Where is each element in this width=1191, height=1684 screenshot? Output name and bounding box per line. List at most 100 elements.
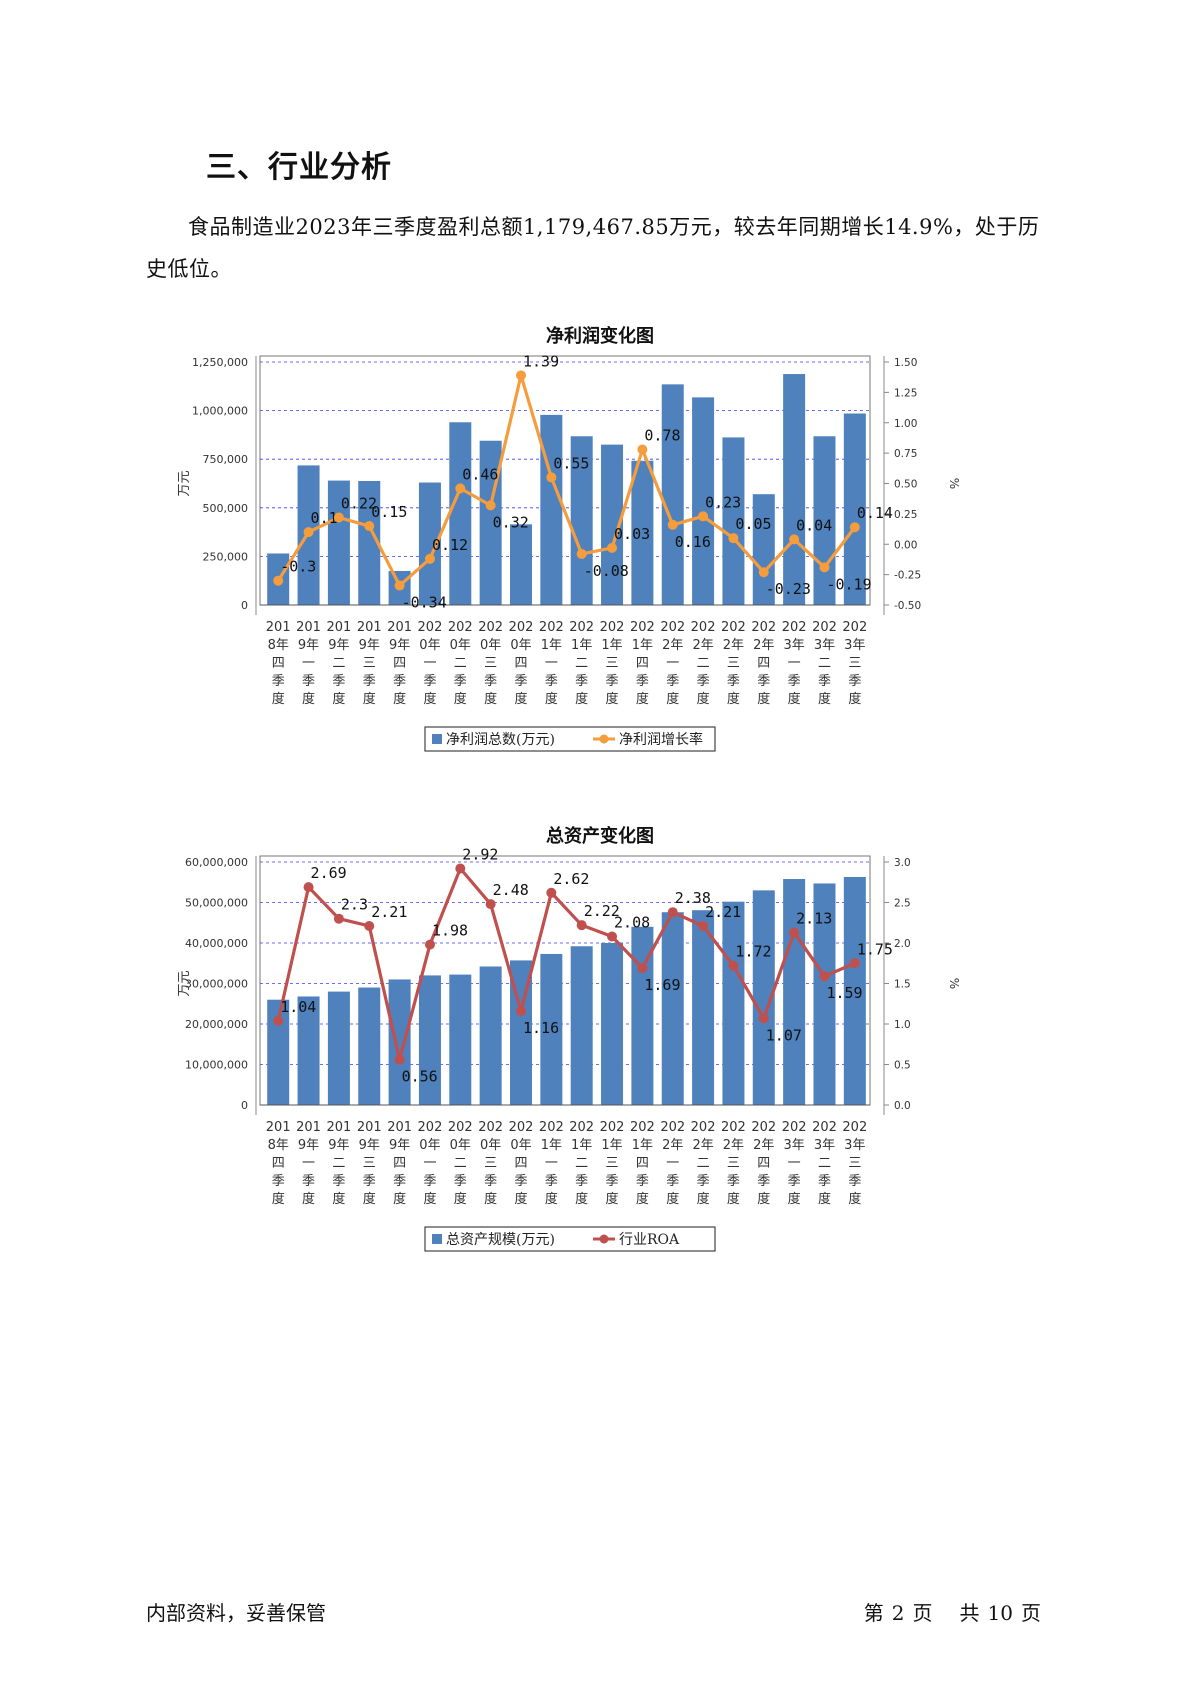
bar: [327, 991, 350, 1105]
x-tick-text: 202: [660, 620, 685, 635]
x-tick-text: 度: [606, 691, 619, 707]
summary-paragraph: 食品制造业2023年三季度盈利总额1,179,467.85万元，较去年同期增长1…: [146, 215, 1040, 281]
x-tick-text: 202: [539, 620, 564, 635]
data-label: 1.39: [523, 352, 559, 370]
bar: [631, 926, 654, 1105]
bar: [783, 374, 806, 605]
line-point: [758, 567, 769, 578]
x-tick-text: 202: [812, 1120, 837, 1135]
x-tick-text: 202: [478, 1120, 503, 1135]
data-label: 1.16: [523, 1019, 559, 1037]
bar: [570, 436, 593, 605]
line-point: [576, 920, 587, 931]
line-point: [455, 483, 466, 494]
x-tick-text: 三: [848, 656, 861, 671]
x-tick-text: 3年: [844, 638, 865, 653]
line-point: [273, 1015, 284, 1026]
data-label: 2.69: [311, 864, 347, 882]
x-tick-text: 度: [727, 691, 740, 707]
line-point: [637, 963, 648, 974]
y2-tick-label: 0.25: [894, 509, 917, 521]
x-tick-text: 201: [387, 1120, 412, 1135]
x-tick-text: 2年: [692, 638, 713, 653]
line-point: [546, 472, 557, 483]
page-unit: 页: [912, 1601, 933, 1625]
x-tick-text: 202: [691, 1120, 716, 1135]
x-tick-text: 季: [514, 674, 527, 689]
x-tick-text: 季: [484, 1174, 497, 1189]
x-tick-text: 一: [302, 656, 315, 671]
x-tick-text: 季: [636, 674, 649, 689]
x-tick-text: 度: [363, 1191, 376, 1207]
line-point: [728, 960, 739, 971]
data-label: 0.16: [675, 533, 711, 551]
x-tick-text: 202: [721, 620, 746, 635]
y2-tick-label: 2.0: [894, 938, 911, 950]
bar: [570, 946, 593, 1105]
y-tick-label: 1,000,000: [192, 405, 248, 418]
line-point: [728, 533, 739, 544]
line-point: [698, 511, 709, 522]
line-point: [607, 542, 618, 553]
x-tick-text: 1年: [632, 638, 653, 653]
x-tick-text: 201: [357, 620, 382, 635]
x-tick-text: 季: [302, 674, 315, 689]
y2-axis-label: %: [947, 978, 961, 989]
y-tick-label: 250,000: [203, 550, 249, 563]
line-point: [485, 500, 496, 511]
page-number: 2: [891, 1601, 905, 1625]
x-tick-text: 四: [272, 1156, 285, 1171]
y-tick-label: 10,000,000: [185, 1059, 248, 1072]
x-tick-text: 202: [751, 1120, 776, 1135]
data-label: 2.3: [341, 896, 368, 914]
x-tick-text: 度: [514, 1191, 527, 1207]
line-point: [789, 927, 800, 938]
x-tick-text: 三: [606, 656, 619, 671]
legend-bar-label: 总资产规模(万元): [446, 1232, 555, 1248]
x-tick-text: 度: [848, 691, 861, 707]
x-tick-text: 202: [782, 1120, 807, 1135]
bar: [418, 975, 441, 1105]
data-label: 1.04: [280, 998, 316, 1016]
data-label: 0.05: [735, 515, 771, 533]
data-label: 2.21: [371, 903, 407, 921]
x-tick-text: 1年: [541, 638, 562, 653]
line-point: [455, 863, 466, 874]
bar: [418, 482, 441, 605]
x-tick-text: 四: [514, 1156, 527, 1171]
x-tick-text: 季: [332, 1174, 345, 1189]
bar: [692, 910, 715, 1105]
x-tick-text: 9年: [389, 1138, 410, 1153]
x-tick-text: 季: [666, 1174, 679, 1189]
x-tick-text: 201: [296, 620, 321, 635]
x-tick-text: 202: [630, 1120, 655, 1135]
line-point: [637, 444, 648, 455]
x-tick-text: 四: [393, 656, 406, 671]
x-tick-text: 二: [575, 1156, 588, 1171]
data-label: 0.78: [644, 426, 680, 444]
bar: [661, 912, 684, 1105]
y-tick-label: 40,000,000: [185, 937, 248, 950]
legend-bar-swatch: [432, 1234, 442, 1244]
x-tick-text: 季: [606, 674, 619, 689]
y-tick-label: 500,000: [203, 502, 249, 515]
line-point: [819, 971, 830, 982]
x-tick-text: 1年: [601, 1138, 622, 1153]
y-tick-label: 50,000,000: [185, 897, 248, 910]
